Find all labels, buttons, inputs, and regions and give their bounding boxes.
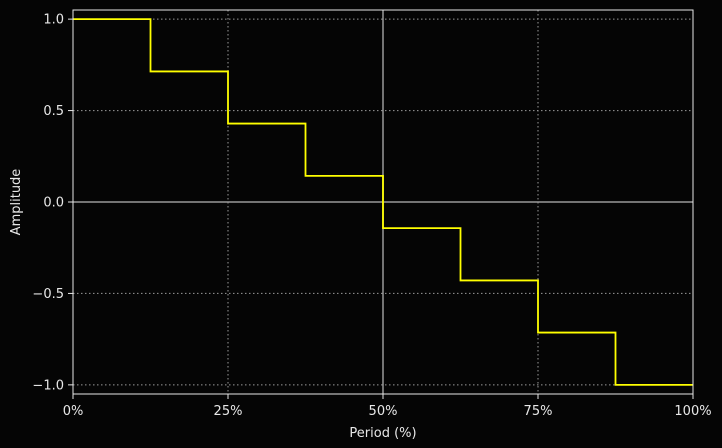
- y-tick-label: 0.5: [43, 104, 64, 119]
- x-axis-ticks: 0% 25% 50% 75% 100%: [63, 394, 712, 419]
- y-tick-label: −1.0: [32, 378, 64, 393]
- x-axis-label: Period (%): [349, 426, 416, 441]
- x-tick-label: 25%: [214, 404, 243, 419]
- x-tick-label: 75%: [524, 404, 553, 419]
- y-tick-label: 1.0: [43, 13, 64, 28]
- x-tick-label: 0%: [63, 404, 84, 419]
- y-axis-ticks: −1.0 −0.5 0.0 0.5 1.0: [32, 13, 73, 393]
- y-tick-label: −0.5: [32, 287, 64, 302]
- y-tick-label: 0.0: [43, 196, 64, 211]
- series-step-line: [73, 18, 693, 386]
- x-tick-label: 100%: [674, 404, 711, 419]
- x-tick-label: 50%: [369, 404, 398, 419]
- y-axis-label: Amplitude: [9, 169, 24, 236]
- series-layer: [73, 18, 693, 386]
